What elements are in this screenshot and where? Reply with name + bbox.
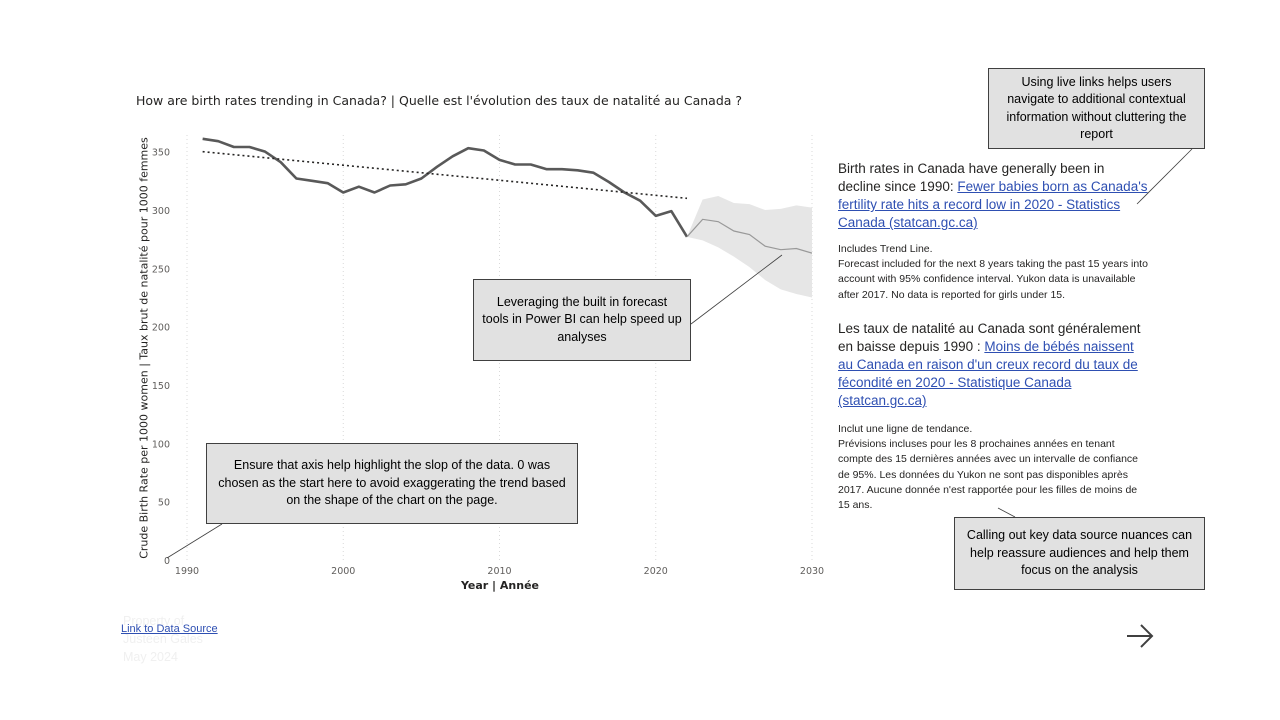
data-source-pointer (997, 507, 1016, 518)
x-tick-label: 2030 (800, 566, 824, 577)
birth-rate-line (202, 137, 689, 238)
y-tick-label: 300 (152, 206, 170, 217)
en-note: Includes Trend Line. Forecast included f… (838, 243, 1148, 301)
side-panel-en: Birth rates in Canada have generally bee… (838, 160, 1150, 303)
fr-lead-paragraph: Les taux de natalité au Canada sont géné… (838, 320, 1150, 410)
live-links-callout: Using live links helps users navigate to… (988, 68, 1205, 149)
x-axis-label: Year | Année (460, 579, 540, 592)
y-tick-label: 150 (152, 381, 170, 392)
y-tick-label: 250 (152, 264, 170, 275)
axis-callout-text: Ensure that axis help highlight the slop… (218, 458, 566, 508)
en-lead-text: Birth rates in Canada have generally bee… (838, 161, 1105, 194)
forecast-confidence-band (687, 196, 812, 298)
side-panel-fr: Les taux de natalité au Canada sont géné… (838, 320, 1150, 513)
y-tick-label: 50 (158, 498, 170, 509)
data-source-callout-text: Calling out key data source nuances can … (966, 528, 1193, 578)
axis-callout: Ensure that axis help highlight the slop… (206, 443, 578, 524)
x-tick-label: 1990 (175, 566, 199, 577)
trend-line (202, 150, 688, 200)
fr-note: Inclut une ligne de tendance. Prévisions… (838, 423, 1139, 512)
forecast-callout-text: Leveraging the built in forecast tools i… (482, 294, 682, 344)
chart-title: How are birth rates trending in Canada? … (136, 93, 743, 108)
property-watermark: Property of Justeen Gales May 2024 (123, 614, 203, 664)
arrow-right-icon[interactable] (1124, 622, 1156, 650)
data-source-callout: Calling out key data source nuances can … (954, 517, 1205, 590)
forecast-callout: Leveraging the built in forecast tools i… (473, 279, 691, 361)
y-tick-label: 200 (152, 323, 170, 334)
live-links-callout-text: Using live links helps users navigate to… (1006, 74, 1187, 142)
data-source-link[interactable]: Link to Data Source (121, 623, 218, 635)
forecast-pointer (690, 254, 783, 325)
y-axis-label: Crude Birth Rate per 1000 women | Taux b… (137, 137, 151, 559)
x-tick-label: 2010 (487, 566, 511, 577)
axis-pointer (166, 523, 223, 559)
fr-lead-text: Les taux de natalité au Canada sont géné… (838, 321, 1141, 354)
x-tick-label: 2020 (644, 566, 668, 577)
en-lead-paragraph: Birth rates in Canada have generally bee… (838, 160, 1150, 232)
en-statcan-link[interactable]: Fewer babies born as Canada's fertility … (838, 179, 1148, 230)
y-tick-label: 100 (152, 439, 170, 450)
x-tick-label: 2000 (331, 566, 355, 577)
live-links-pointer (1136, 148, 1193, 205)
forecast-line (686, 218, 812, 254)
y-tick-label: 0 (164, 556, 170, 567)
y-tick-label: 350 (152, 148, 170, 159)
fr-statcan-link[interactable]: Moins de bébés naissent au Canada en rai… (838, 339, 1138, 408)
